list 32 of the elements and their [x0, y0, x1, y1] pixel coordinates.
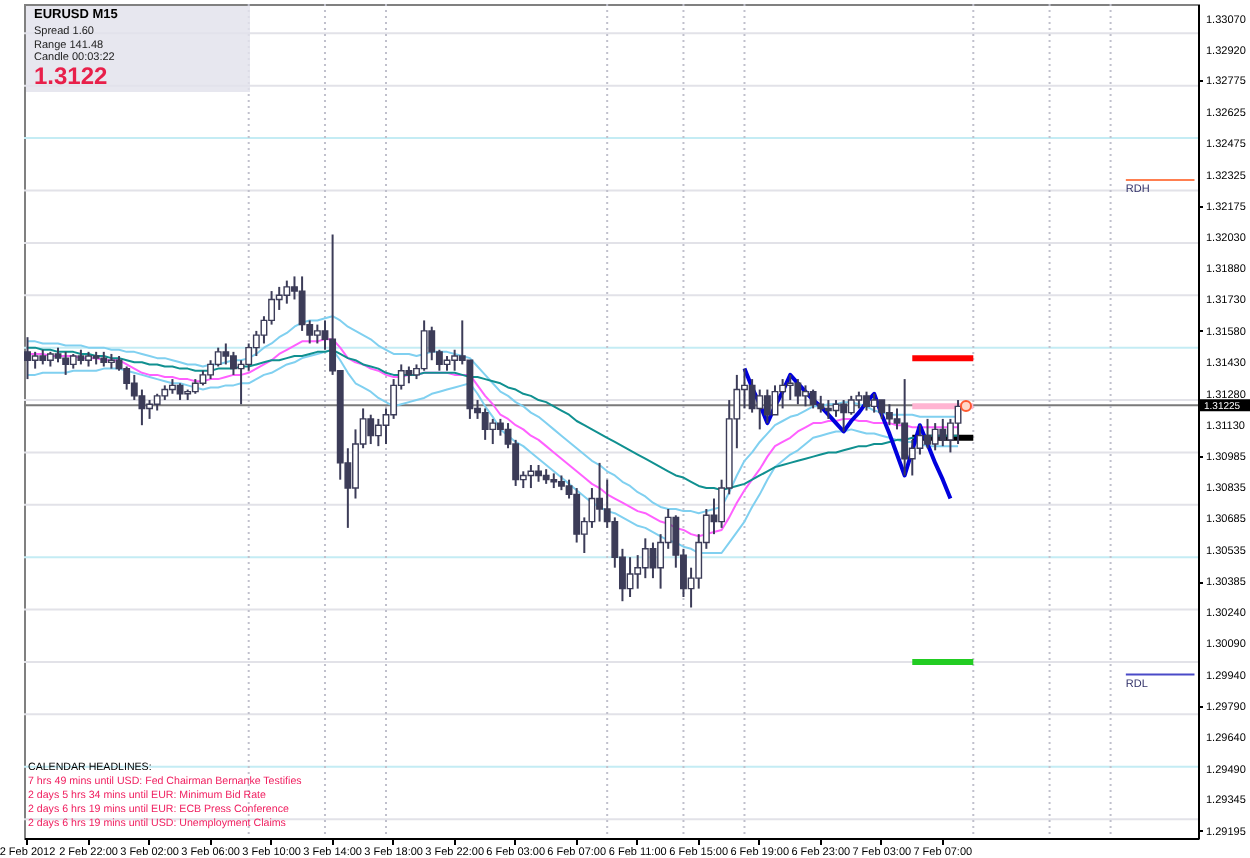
candlestick [313, 323, 321, 345]
candlestick [489, 417, 497, 446]
candlestick [367, 413, 375, 446]
candlestick [596, 461, 603, 523]
candlestick [763, 388, 771, 425]
candlestick [283, 279, 291, 305]
candlestick [786, 373, 794, 402]
candlestick [62, 350, 70, 376]
candlestick [420, 319, 428, 372]
annotation: 1.3122 [34, 62, 108, 90]
candlestick [626, 556, 634, 599]
candlestick [802, 384, 809, 408]
candlestick [527, 464, 535, 490]
candlestick [451, 348, 459, 372]
candlestick [931, 422, 939, 452]
candlestick [779, 378, 787, 410]
candlestick [809, 388, 817, 410]
candlestick [939, 417, 947, 448]
candlestick [24, 336, 31, 381]
candlestick [824, 399, 832, 420]
candlestick [756, 388, 764, 431]
candlestick [863, 390, 870, 412]
candlestick [481, 407, 489, 441]
candlestick [840, 399, 848, 433]
candlestick [878, 399, 886, 420]
candlestick [794, 378, 802, 406]
candlestick [146, 399, 153, 420]
candlestick [870, 392, 878, 414]
line-series [742, 366, 953, 501]
candlestick [885, 403, 893, 427]
candlestick [924, 417, 931, 450]
candlestick [901, 378, 909, 477]
